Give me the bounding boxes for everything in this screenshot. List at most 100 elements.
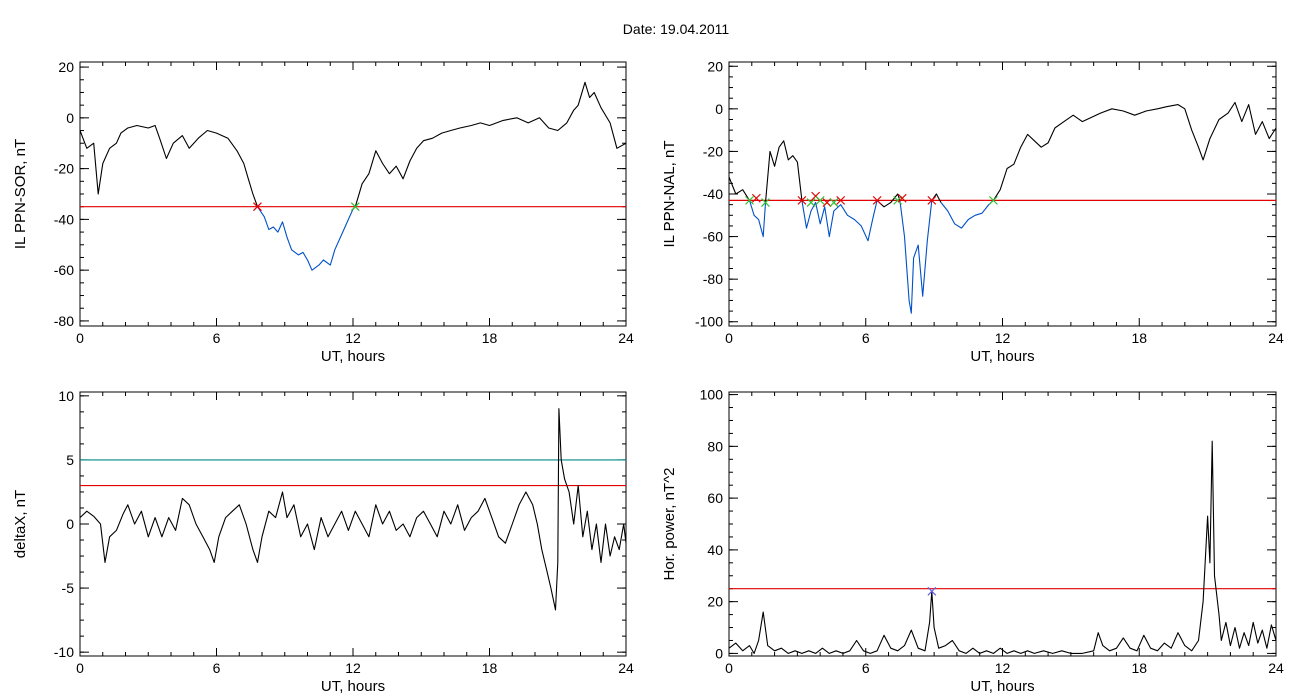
y-tick-label: -20 (54, 161, 74, 177)
marker-stroke (829, 198, 839, 207)
y-axis-label: Hor. power, nT^2 (661, 468, 678, 581)
x-tick-label: 6 (213, 330, 221, 346)
y-tick-label: 5 (66, 452, 74, 468)
y-tick-label: -5 (62, 580, 75, 596)
crossing-marker (897, 193, 907, 203)
y-axis-label: IL PPN-SOR, nT (12, 139, 29, 249)
series-line (899, 200, 933, 314)
y-tick-label: -80 (703, 271, 723, 287)
crossing-marker (927, 586, 937, 596)
x-tick-label: 18 (1131, 660, 1147, 676)
y-tick-label: 60 (707, 490, 723, 506)
marker-stroke (761, 198, 770, 207)
marker-stroke (815, 195, 825, 205)
marker-stroke (751, 193, 761, 203)
plot-frame (728, 391, 1277, 657)
x-tick-label: 18 (482, 330, 498, 346)
crossing-marker (988, 195, 998, 205)
y-tick-label: 100 (700, 387, 724, 403)
crossing-marker (797, 195, 807, 205)
marker-stroke (745, 195, 754, 205)
crossing-marker (836, 195, 846, 205)
x-tick-label: 6 (862, 660, 870, 676)
y-axis-label: IL PPN-NAL, nT (661, 141, 678, 248)
marker-stroke (350, 202, 360, 212)
crossing-marker (761, 198, 770, 207)
y-axis-label: deltaX, nT (12, 490, 29, 558)
series-line (729, 440, 1276, 654)
x-tick-label: 24 (1268, 330, 1284, 346)
marker-stroke (797, 195, 807, 205)
marker-stroke (822, 198, 832, 207)
crossing-marker (829, 198, 839, 207)
marker-stroke (253, 202, 262, 212)
marker-stroke (897, 193, 907, 203)
y-tick-label: 0 (715, 645, 723, 661)
panel-deltax: 0 6 12 18 24 -10 -5 0 5 10 UT, hours deltaX, nT (12, 388, 634, 695)
x-axis-label: UT, hours (970, 348, 1034, 365)
series-line (354, 81, 626, 207)
marker-stroke (872, 195, 882, 205)
y-tick-label: -40 (54, 211, 74, 227)
series-line (992, 101, 1276, 201)
crossing-marker (806, 198, 816, 207)
y-tick-label: 20 (58, 59, 74, 75)
marker-stroke (836, 195, 846, 205)
crossing-marker (350, 202, 360, 212)
marker-stroke (988, 195, 998, 205)
x-axis-label: UT, hours (970, 678, 1034, 695)
y-tick-label: -40 (703, 186, 723, 202)
panel-nal: 0 6 12 18 24 -100 -80 -60 -40 -20 0 20 UT, hours IL P… (661, 58, 1284, 365)
y-tick-label: 0 (66, 516, 74, 532)
marker-stroke (927, 586, 937, 596)
y-tick-label: -80 (54, 313, 74, 329)
series-line (801, 200, 878, 242)
x-tick-label: 24 (1268, 660, 1284, 676)
y-tick-label: 80 (707, 438, 723, 454)
crossing-marker (253, 202, 262, 212)
panel-sor: 0 6 12 18 24 -80 -60 -40 -20 0 20 UT, hours IL PPN-S… (12, 59, 634, 365)
y-tick-label: -10 (54, 644, 74, 660)
y-tick-label: 0 (715, 101, 723, 117)
plot-frame (79, 391, 627, 657)
plot-frame (79, 61, 627, 327)
crossing-marker (893, 195, 903, 205)
x-tick-label: 6 (213, 660, 221, 676)
series-line (764, 140, 803, 203)
marker-stroke (927, 195, 937, 205)
x-tick-label: 6 (862, 330, 870, 346)
x-tick-label: 12 (345, 330, 361, 346)
plot-area (729, 440, 1276, 654)
marker-stroke (811, 191, 821, 201)
x-tick-label: 24 (618, 330, 634, 346)
y-tick-label: 20 (707, 594, 723, 610)
series-line (748, 200, 767, 238)
series-line (257, 206, 356, 271)
crossing-marker (815, 195, 825, 205)
x-tick-label: 0 (725, 330, 733, 346)
x-tick-label: 0 (76, 330, 84, 346)
series-line (729, 176, 750, 201)
series-line (80, 124, 259, 207)
crossing-marker (822, 198, 832, 207)
series-line (940, 199, 994, 229)
x-tick-label: 12 (345, 660, 361, 676)
crossing-marker (927, 195, 937, 205)
x-tick-label: 24 (618, 660, 634, 676)
panel-power: 0 6 12 18 24 0 20 40 60 80 100 UT, hours Hor. power,… (661, 387, 1284, 695)
series-line (80, 408, 626, 611)
x-tick-label: 12 (995, 330, 1011, 346)
x-tick-label: 0 (725, 660, 733, 676)
crossing-marker (872, 195, 882, 205)
y-tick-label: 0 (66, 110, 74, 126)
y-tick-label: -20 (703, 143, 723, 159)
marker-stroke (806, 198, 816, 207)
x-tick-label: 0 (76, 660, 84, 676)
crossing-marker (751, 193, 761, 203)
page-title: Date: 19.04.2011 (623, 21, 730, 37)
y-tick-label: -60 (54, 262, 74, 278)
plot-area (729, 101, 1276, 314)
y-tick-label: 20 (707, 58, 723, 74)
x-tick-label: 18 (482, 660, 498, 676)
